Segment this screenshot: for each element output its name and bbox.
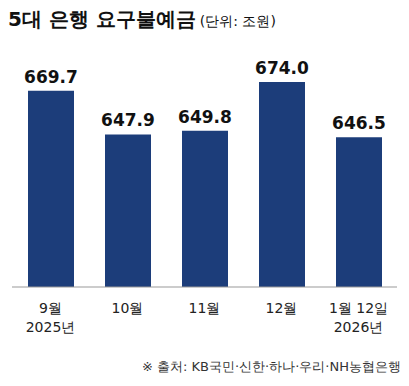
svg-text:674.0: 674.0 — [255, 58, 309, 78]
svg-text:9월2025년: 9월2025년 — [26, 300, 76, 335]
svg-text:1월 12일2026년: 1월 12일2026년 — [329, 300, 388, 335]
svg-text:669.7: 669.7 — [24, 67, 78, 87]
svg-text:10월: 10월 — [112, 300, 144, 316]
svg-text:649.8: 649.8 — [178, 107, 232, 127]
html-text:※ 출처: KB국민·신한·하나·우리·NH농협은행: ※ 출처: KB국민·신한·하나·우리·NH농협은행 — [142, 359, 401, 374]
html-text:5대 은행 요구불예금(단위: 조원): 5대 은행 요구불예금(단위: 조원) — [8, 7, 276, 31]
svg-text:646.5: 646.5 — [332, 113, 386, 133]
svg-text:647.9: 647.9 — [101, 110, 155, 130]
svg-text:12월: 12월 — [266, 300, 298, 316]
svg-text:11월: 11월 — [189, 300, 221, 316]
